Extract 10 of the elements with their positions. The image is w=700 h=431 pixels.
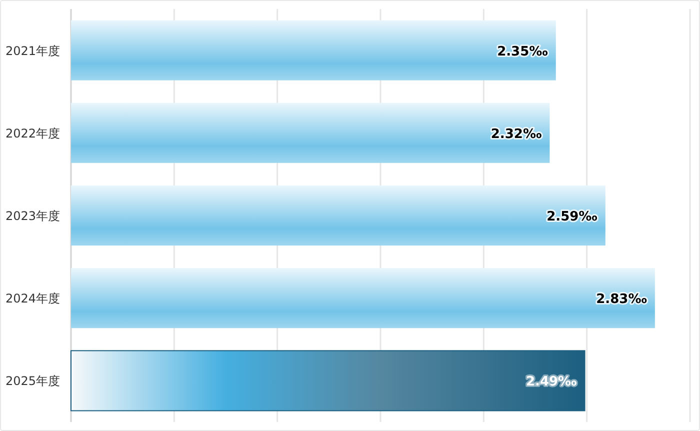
data-label: 2.49‰ <box>526 374 578 390</box>
data-label: 2.83‰ <box>596 292 648 308</box>
data-label: 2.59‰ <box>546 210 598 224</box>
y-tick-label: 2024年度 <box>5 292 60 306</box>
y-tick-label: 2025年度 <box>5 374 60 388</box>
y-tick-label: 2022年度 <box>5 126 60 140</box>
data-label: 2.32‰ <box>490 126 542 142</box>
y-tick-label: 2023年度 <box>5 209 60 223</box>
data-label: 2.35‰ <box>497 44 548 60</box>
y-tick-label: 2021年度 <box>5 44 60 58</box>
